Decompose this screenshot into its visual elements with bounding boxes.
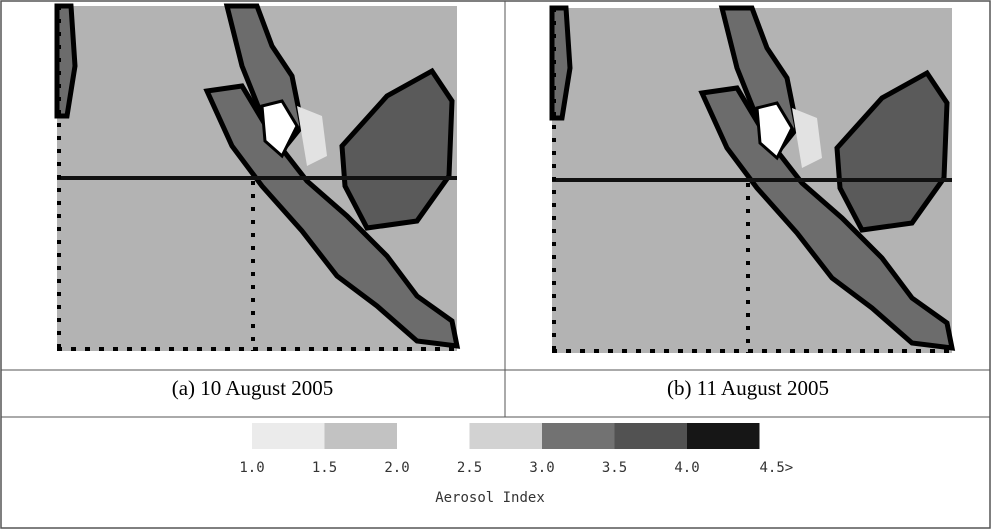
legend-label: 1.0	[239, 460, 264, 476]
swatch	[397, 423, 470, 449]
caption: (b) 11 August 2005	[667, 376, 829, 400]
swatch	[614, 423, 687, 449]
legend: 1.0 1.5 2.0 2.5 3.0 3.5 4.0 4.5> Aerosol Index	[239, 423, 793, 506]
legend-label: 1.5	[312, 460, 337, 476]
swatch	[469, 423, 542, 449]
swatch	[542, 423, 615, 449]
legend-label: 3.0	[529, 460, 554, 476]
swatch	[324, 423, 397, 449]
swatch	[252, 423, 325, 449]
legend-label: 4.0	[674, 460, 699, 476]
legend-title: Aerosol Index	[435, 490, 545, 506]
legend-label: 4.5>	[760, 460, 794, 476]
legend-label: 2.5	[457, 460, 482, 476]
legend-label: 2.0	[384, 460, 409, 476]
map-a	[57, 6, 457, 351]
legend-label: 3.5	[602, 460, 627, 476]
swatch	[687, 423, 760, 449]
map-b	[552, 8, 952, 353]
caption: (a) 10 August 2005	[171, 376, 334, 400]
